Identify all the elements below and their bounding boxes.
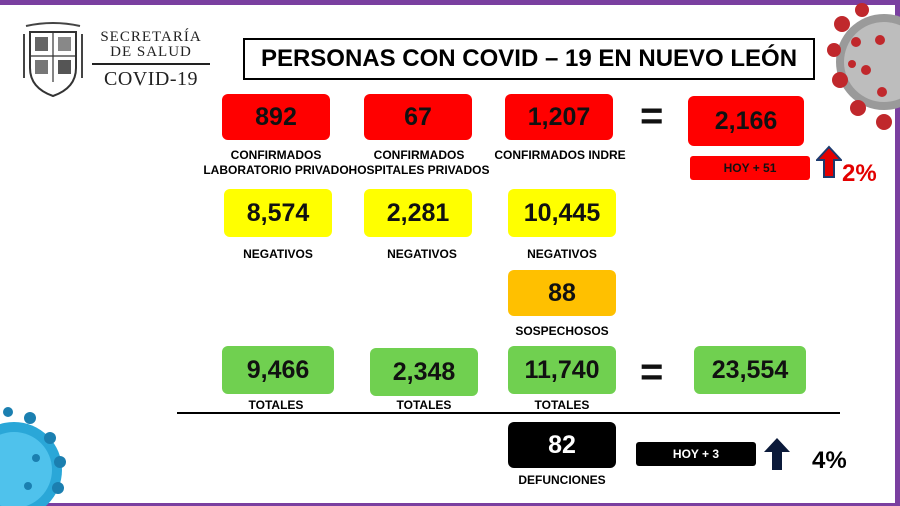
arrow-up-black-icon: [764, 438, 790, 470]
suspects-box: 88: [508, 270, 616, 316]
confirmed-indre-box: 1,207: [505, 94, 613, 140]
secretaria-logo: SECRETARÍA DE SALUD COVID-19: [92, 30, 210, 89]
label-line: HOSPITALES PRIVADOS: [348, 163, 490, 177]
virus-red-icon: [827, 3, 900, 130]
equals-sign-totals: =: [640, 350, 664, 394]
deaths-label: DEFUNCIONES: [518, 473, 606, 487]
confirmed-today-badge: HOY + 51: [690, 156, 810, 180]
totals-label-1: TOTALES: [248, 398, 304, 412]
label-line: CONFIRMADOS: [373, 148, 465, 162]
negatives-label-2: NEGATIVOS: [387, 247, 457, 261]
section-divider: [177, 412, 840, 414]
confirmed-lab-private-label: CONFIRMADOS LABORATORIO PRIVADO: [200, 148, 352, 178]
confirmed-indre-label: CONFIRMADOS INDRE: [494, 148, 626, 162]
deaths-today-badge: HOY + 3: [636, 442, 756, 466]
negatives-hosp-private-box: 2,281: [364, 189, 472, 237]
logo-line-3: COVID-19: [104, 68, 198, 90]
totals-hosp-private-box: 2,348: [370, 348, 478, 396]
frame-top: [0, 0, 900, 5]
arrow-up-red-icon: [816, 145, 842, 178]
negatives-label-1: NEGATIVOS: [243, 247, 313, 261]
page-title: PERSONAS CON COVID – 19 EN NUEVO LEÓN: [243, 38, 815, 80]
logo-line-1: SECRETARÍA: [100, 29, 202, 45]
deaths-percent: 4%: [812, 447, 847, 474]
totals-indre-box: 11,740: [508, 346, 616, 394]
logo-line-2: DE SALUD: [110, 44, 192, 60]
virus-blue-icon: [0, 407, 66, 506]
totals-label-3: TOTALES: [534, 398, 590, 412]
confirmed-lab-private-box: 892: [222, 94, 330, 140]
logo-divider: [92, 63, 210, 65]
negatives-indre-box: 10,445: [508, 189, 616, 237]
confirmed-hosp-private-label: CONFIRMADOS HOSPITALES PRIVADOS: [348, 148, 490, 178]
label-line: LABORATORIO PRIVADO: [203, 163, 349, 177]
coat-of-arms-icon: [23, 22, 83, 98]
totals-label-2: TOTALES: [396, 398, 452, 412]
grand-total-box: 23,554: [694, 346, 806, 394]
label-line: CONFIRMADOS: [230, 148, 322, 162]
frame-right: [895, 0, 900, 506]
confirmed-total-box: 2,166: [688, 96, 804, 146]
negatives-lab-private-box: 8,574: [224, 189, 332, 237]
suspects-label: SOSPECHOSOS: [515, 324, 609, 338]
frame-bottom: [0, 503, 900, 506]
equals-sign-confirmed: =: [640, 94, 664, 138]
confirmed-percent: 2%: [842, 160, 877, 187]
negatives-label-3: NEGATIVOS: [527, 247, 597, 261]
deaths-box: 82: [508, 422, 616, 468]
totals-lab-private-box: 9,466: [222, 346, 334, 394]
confirmed-hosp-private-box: 67: [364, 94, 472, 140]
